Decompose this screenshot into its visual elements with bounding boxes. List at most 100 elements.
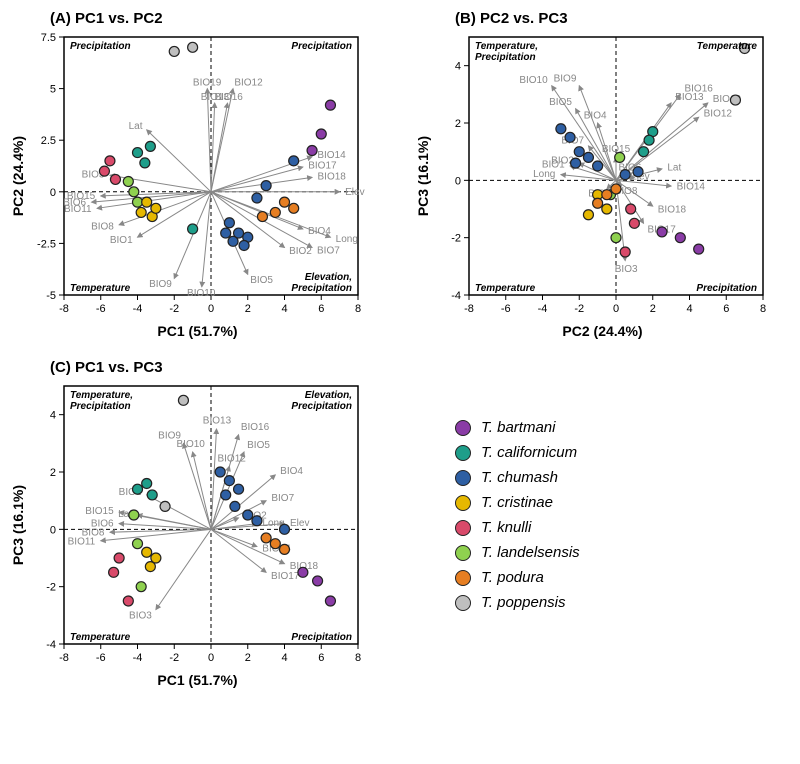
svg-text:BIO10: BIO10 — [187, 288, 216, 299]
svg-text:Precipitation: Precipitation — [696, 283, 757, 294]
svg-text:7.5: 7.5 — [41, 32, 56, 44]
svg-text:BIO13: BIO13 — [203, 415, 232, 426]
svg-text:Precipitation: Precipitation — [291, 41, 352, 52]
svg-text:-4: -4 — [451, 290, 461, 302]
svg-text:BIO18: BIO18 — [658, 205, 687, 216]
panel-c-title: (C) PC1 vs. PC3 — [50, 359, 385, 376]
legend-item-poppensis: T. poppensis — [455, 594, 790, 611]
legend-label: T. knulli — [481, 519, 531, 536]
svg-text:BIO1: BIO1 — [110, 235, 133, 246]
svg-text:-2: -2 — [46, 582, 56, 594]
svg-text:6: 6 — [318, 303, 324, 315]
svg-text:4: 4 — [686, 303, 692, 315]
svg-text:8: 8 — [355, 652, 361, 664]
legend-label: T. californicum — [481, 444, 577, 461]
svg-text:BIO14: BIO14 — [677, 182, 706, 193]
svg-text:Long: Long — [533, 169, 555, 180]
panel-c-xlabel: PC1 (51.7%) — [10, 672, 385, 688]
panel-b-svg: -8-6-4-202468-4-2024BIO10BIO9BIO5BIO16BI… — [431, 31, 771, 321]
svg-text:BIO9: BIO9 — [554, 73, 577, 84]
svg-text:-2: -2 — [451, 233, 461, 245]
svg-text:Elev: Elev — [345, 187, 364, 198]
svg-text:BIO2: BIO2 — [289, 246, 312, 257]
legend-swatch-icon — [455, 520, 471, 536]
svg-text:Elevation,: Elevation, — [305, 272, 352, 283]
legend-swatch-icon — [455, 545, 471, 561]
svg-text:0: 0 — [455, 175, 461, 187]
panel-b-ylabel: PC3 (16.1%) — [415, 136, 431, 216]
panel-a-title: (A) PC1 vs. PC2 — [50, 10, 385, 27]
svg-text:0: 0 — [50, 187, 56, 199]
legend-swatch-icon — [455, 470, 471, 486]
svg-text:BIO10: BIO10 — [177, 439, 206, 450]
svg-text:8: 8 — [355, 303, 361, 315]
figure-grid: (A) PC1 vs. PC2 PC2 (24.4%) -8 -6 -4 -2 0 2 4 6… — [10, 10, 790, 688]
legend-label: T. cristinae — [481, 494, 553, 511]
svg-text:-8: -8 — [59, 652, 69, 664]
svg-text:Precipitation: Precipitation — [291, 283, 352, 294]
svg-text:BIO9: BIO9 — [149, 279, 172, 290]
svg-text:BIO19: BIO19 — [193, 77, 222, 88]
panel-c-ylabel: PC3 (16.1%) — [10, 485, 26, 565]
svg-text:Temperature,: Temperature, — [70, 390, 133, 401]
svg-text:BIO13: BIO13 — [675, 92, 704, 103]
svg-text:2: 2 — [650, 303, 656, 315]
svg-text:BIO5: BIO5 — [247, 440, 270, 451]
svg-text:-2: -2 — [169, 303, 179, 315]
svg-text:BIO3: BIO3 — [615, 264, 638, 275]
svg-text:Temperature: Temperature — [697, 41, 758, 52]
svg-text:BIO11: BIO11 — [64, 204, 92, 215]
legend-item-chumash: T. chumash — [455, 469, 790, 486]
svg-text:2: 2 — [245, 303, 251, 315]
panel-b-title: (B) PC2 vs. PC3 — [455, 10, 790, 27]
svg-text:-6: -6 — [501, 303, 511, 315]
panel-b-xlabel: PC2 (24.4%) — [415, 323, 790, 339]
svg-text:-4: -4 — [133, 303, 143, 315]
svg-text:-4: -4 — [538, 303, 548, 315]
svg-text:Precipitation: Precipitation — [70, 41, 131, 52]
svg-text:BIO5: BIO5 — [549, 97, 572, 108]
panel-a: (A) PC1 vs. PC2 PC2 (24.4%) -8-6-4-20246… — [10, 10, 385, 339]
svg-text:Precipitation: Precipitation — [291, 632, 352, 643]
legend-item-californicum: T. californicum — [455, 444, 790, 461]
svg-text:4: 4 — [455, 61, 461, 73]
legend-label: T. landelsensis — [481, 544, 580, 561]
svg-text:-4: -4 — [46, 639, 56, 651]
svg-text:4: 4 — [50, 410, 56, 422]
svg-text:-2: -2 — [169, 652, 179, 664]
svg-text:Long: Long — [336, 234, 358, 245]
svg-text:BIO5: BIO5 — [250, 275, 273, 286]
svg-text:-2: -2 — [574, 303, 584, 315]
svg-text:BIO17: BIO17 — [271, 571, 300, 582]
svg-text:BIO12: BIO12 — [217, 453, 246, 464]
svg-text:Temperature,: Temperature, — [475, 41, 538, 52]
svg-text:BIO4: BIO4 — [308, 226, 331, 237]
svg-text:-8: -8 — [59, 303, 69, 315]
svg-text:BIO7: BIO7 — [317, 245, 340, 256]
svg-text:BIO12: BIO12 — [234, 78, 263, 89]
svg-text:-6: -6 — [96, 652, 106, 664]
svg-text:BIO7: BIO7 — [271, 493, 294, 504]
svg-text:BIO15: BIO15 — [85, 506, 114, 517]
svg-text:6: 6 — [318, 652, 324, 664]
svg-text:Lat: Lat — [667, 163, 681, 174]
legend-label: T. podura — [481, 569, 544, 586]
panel-a-svg: -8 -6 -4 -2 0 2 4 6 8 -5 -2.5 0 2.5 5 7.5 BIO19 BIO12 BIO… — [26, 31, 366, 321]
legend: T. bartmaniT. californicumT. chumashT. c… — [415, 359, 790, 688]
svg-text:4: 4 — [281, 303, 287, 315]
svg-text:-5: -5 — [46, 290, 56, 302]
svg-text:0: 0 — [208, 303, 214, 315]
panel-c: (C) PC1 vs. PC3 PC3 (16.1%) -8-6-4-20246… — [10, 359, 385, 688]
svg-text:5: 5 — [50, 84, 56, 96]
svg-text:BIO12: BIO12 — [704, 108, 733, 119]
svg-text:2: 2 — [455, 118, 461, 130]
svg-text:BIO16: BIO16 — [241, 422, 270, 433]
svg-text:2.5: 2.5 — [41, 135, 56, 147]
svg-text:-2.5: -2.5 — [37, 238, 56, 250]
legend-swatch-icon — [455, 495, 471, 511]
svg-text:BIO3: BIO3 — [129, 610, 152, 621]
svg-text:BIO4: BIO4 — [584, 110, 607, 121]
svg-text:Precipitation: Precipitation — [291, 401, 352, 412]
legend-item-cristinae: T. cristinae — [455, 494, 790, 511]
svg-text:-6: -6 — [96, 303, 106, 315]
